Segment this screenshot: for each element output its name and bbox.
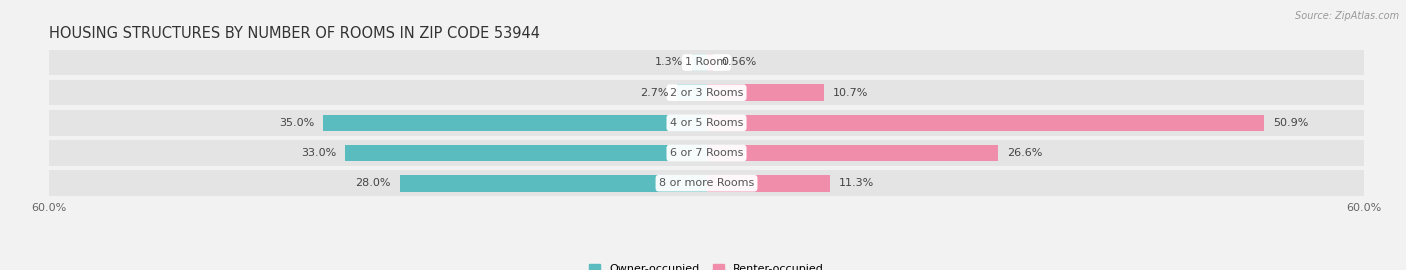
Bar (344, 145, 707, 161)
Text: 2.7%: 2.7% (640, 88, 668, 98)
Text: 8 or more Rooms: 8 or more Rooms (659, 178, 754, 188)
Bar (49, 50, 1364, 75)
Text: 50.9%: 50.9% (1272, 118, 1308, 128)
Bar (707, 84, 824, 101)
Bar (399, 175, 707, 191)
Bar (49, 80, 1364, 106)
Bar (707, 175, 831, 191)
Text: 0.56%: 0.56% (721, 58, 756, 68)
Bar (707, 54, 713, 71)
Bar (323, 114, 707, 131)
Text: 33.0%: 33.0% (301, 148, 336, 158)
Text: Source: ZipAtlas.com: Source: ZipAtlas.com (1295, 11, 1399, 21)
Bar (49, 140, 1364, 166)
Text: 26.6%: 26.6% (1007, 148, 1042, 158)
Text: 35.0%: 35.0% (278, 118, 315, 128)
Bar (707, 114, 1264, 131)
Text: 1 Room: 1 Room (686, 58, 727, 68)
Bar (692, 54, 707, 71)
Text: 10.7%: 10.7% (832, 88, 868, 98)
Text: 28.0%: 28.0% (356, 178, 391, 188)
Bar (49, 170, 1364, 196)
Text: 1.3%: 1.3% (655, 58, 683, 68)
Legend: Owner-occupied, Renter-occupied: Owner-occupied, Renter-occupied (589, 264, 824, 270)
Text: 4 or 5 Rooms: 4 or 5 Rooms (669, 118, 744, 128)
Text: HOUSING STRUCTURES BY NUMBER OF ROOMS IN ZIP CODE 53944: HOUSING STRUCTURES BY NUMBER OF ROOMS IN… (49, 26, 540, 40)
Text: 2 or 3 Rooms: 2 or 3 Rooms (669, 88, 744, 98)
Bar (707, 145, 998, 161)
Text: 11.3%: 11.3% (839, 178, 875, 188)
Bar (676, 84, 707, 101)
Text: 6 or 7 Rooms: 6 or 7 Rooms (669, 148, 744, 158)
Bar (49, 110, 1364, 136)
